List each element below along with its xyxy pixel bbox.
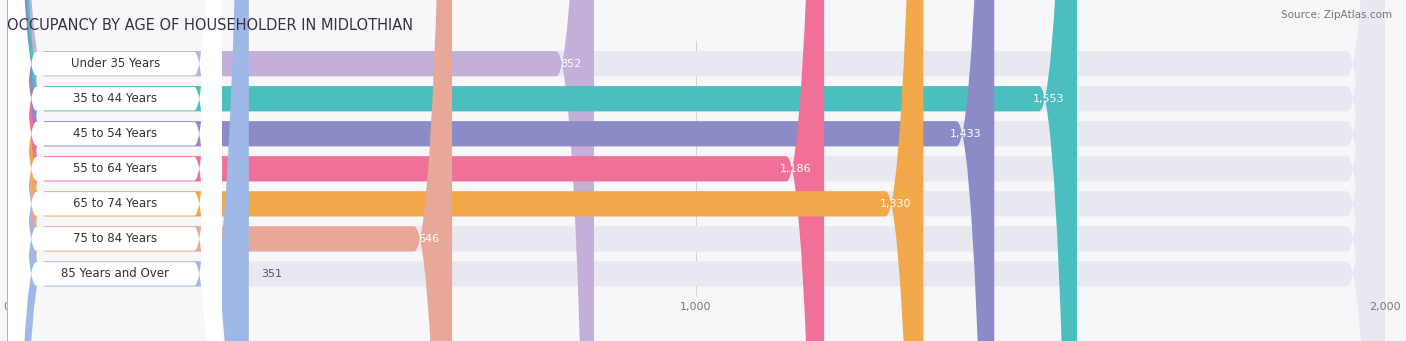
FancyBboxPatch shape	[8, 0, 222, 341]
FancyBboxPatch shape	[7, 0, 1385, 341]
FancyBboxPatch shape	[8, 0, 222, 341]
Text: 351: 351	[262, 269, 283, 279]
Text: 646: 646	[419, 234, 440, 244]
Text: 85 Years and Over: 85 Years and Over	[62, 267, 169, 280]
FancyBboxPatch shape	[7, 0, 1385, 341]
FancyBboxPatch shape	[7, 0, 1385, 341]
FancyBboxPatch shape	[7, 0, 994, 341]
FancyBboxPatch shape	[7, 0, 593, 341]
FancyBboxPatch shape	[7, 0, 453, 341]
FancyBboxPatch shape	[7, 0, 1385, 341]
FancyBboxPatch shape	[8, 0, 222, 341]
Text: 55 to 64 Years: 55 to 64 Years	[73, 162, 157, 175]
FancyBboxPatch shape	[7, 0, 1077, 341]
FancyBboxPatch shape	[8, 0, 222, 341]
Text: 1,330: 1,330	[879, 199, 911, 209]
Text: OCCUPANCY BY AGE OF HOUSEHOLDER IN MIDLOTHIAN: OCCUPANCY BY AGE OF HOUSEHOLDER IN MIDLO…	[7, 18, 413, 33]
FancyBboxPatch shape	[8, 0, 222, 341]
FancyBboxPatch shape	[7, 0, 249, 341]
Text: 1,433: 1,433	[950, 129, 981, 139]
FancyBboxPatch shape	[8, 0, 222, 341]
Text: 65 to 74 Years: 65 to 74 Years	[73, 197, 157, 210]
Text: 75 to 84 Years: 75 to 84 Years	[73, 232, 157, 246]
Text: Source: ZipAtlas.com: Source: ZipAtlas.com	[1281, 10, 1392, 20]
FancyBboxPatch shape	[7, 0, 1385, 341]
FancyBboxPatch shape	[7, 0, 824, 341]
Text: 1,553: 1,553	[1033, 94, 1064, 104]
FancyBboxPatch shape	[7, 0, 1385, 341]
Text: 35 to 44 Years: 35 to 44 Years	[73, 92, 157, 105]
Text: 1,186: 1,186	[780, 164, 811, 174]
Text: 852: 852	[561, 59, 582, 69]
FancyBboxPatch shape	[7, 0, 1385, 341]
FancyBboxPatch shape	[8, 0, 222, 341]
FancyBboxPatch shape	[7, 0, 924, 341]
Text: Under 35 Years: Under 35 Years	[70, 57, 160, 70]
Text: 45 to 54 Years: 45 to 54 Years	[73, 127, 157, 140]
